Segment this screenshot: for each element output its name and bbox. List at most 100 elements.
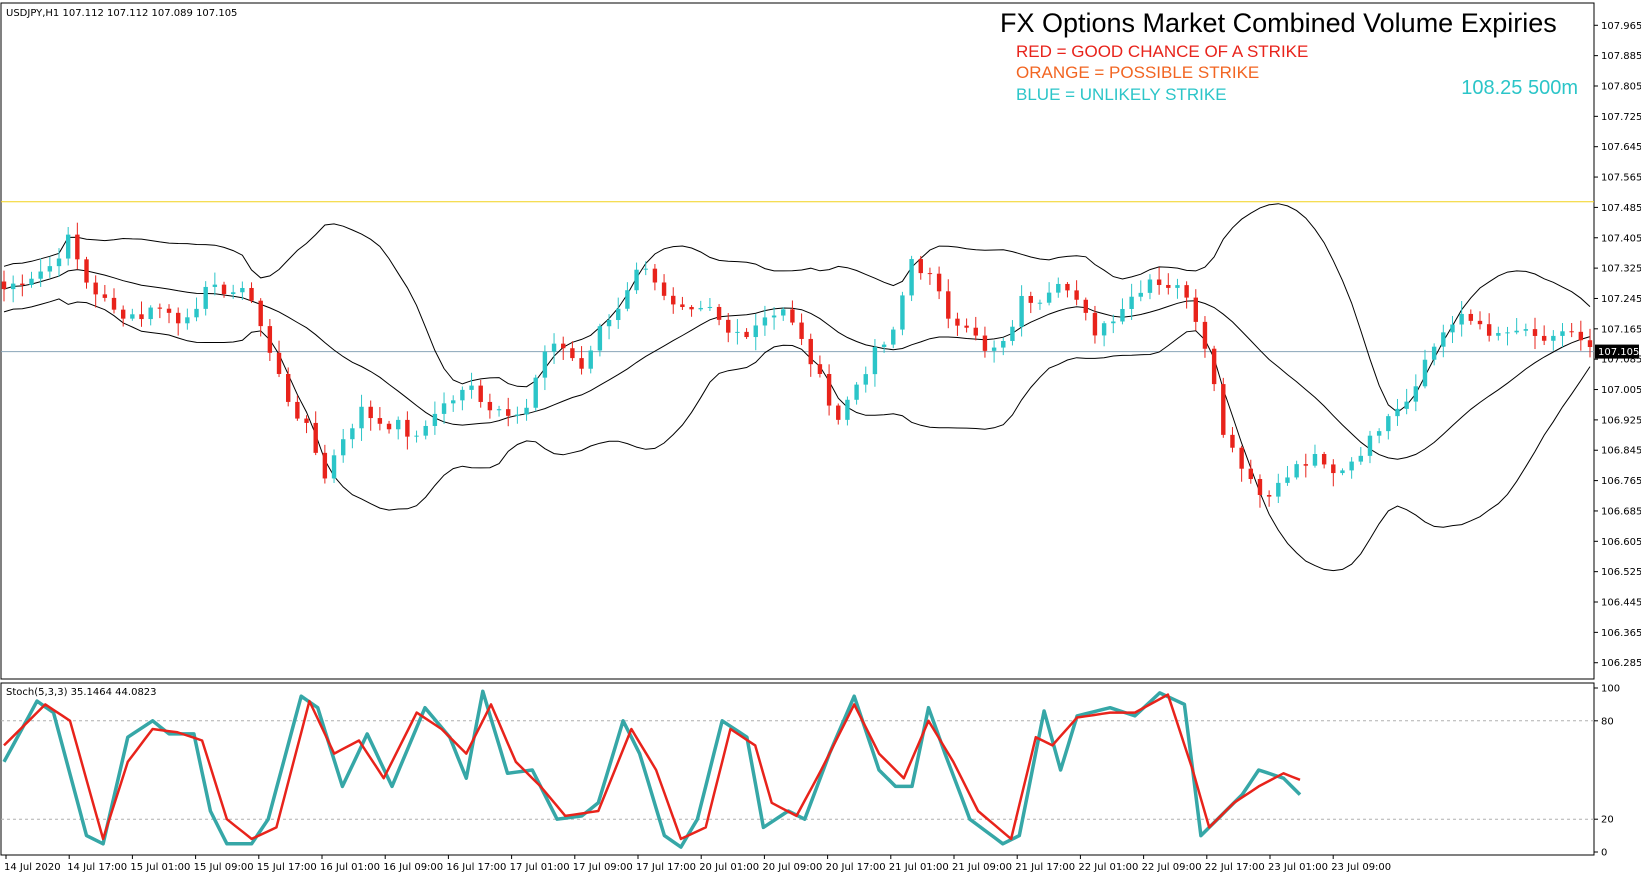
candle [1028,291,1033,314]
candle [1441,324,1446,358]
candle [1147,274,1153,300]
price-tick-label: 106.525 [1601,567,1641,578]
time-tick-label: 15 Jul 01:00 [130,862,190,873]
stochastic-title: Stoch(5,3,3) 35.1464 44.0823 [6,687,157,698]
time-tick-label: 23 Jul 09:00 [1331,862,1391,873]
candle [964,318,969,333]
time-tick-label: 16 Jul 17:00 [446,862,506,873]
stochastic-tick-label: 80 [1601,716,1614,727]
price-axis: 107.965 107.885 107.805 107.725 107.645 107.5… [1594,21,1641,669]
candle [1266,490,1272,507]
bollinger-upper [3,203,1591,413]
candle [881,341,887,353]
candle [762,305,768,336]
candle [84,256,89,289]
candle [1514,318,1519,335]
candle [1312,444,1318,468]
candle [478,379,483,408]
candle [973,316,978,341]
candle [790,300,795,326]
time-tick-label: 17 Jul 01:00 [510,862,570,873]
candle [643,261,648,276]
candle [496,405,502,417]
candle [1468,309,1474,325]
time-tick-label: 20 Jul 09:00 [762,862,822,873]
price-tick-label: 106.925 [1601,415,1641,426]
candle [166,304,172,324]
candle [1386,413,1391,440]
candle [735,319,740,345]
candle [175,307,181,336]
candle [75,222,80,270]
price-tick-label: 106.445 [1601,598,1641,609]
candle [359,394,364,441]
candle [826,364,832,416]
candle [515,406,520,424]
candle [689,305,694,317]
stochastic-main-line [2,689,1302,849]
candle [652,264,658,291]
candle [1230,427,1235,453]
candle [1111,314,1116,334]
candle [1431,343,1437,366]
candle [616,297,621,329]
candle [625,282,630,312]
price-tick-label: 107.405 [1601,233,1641,244]
legend-red-strike: RED = GOOD CHANCE OF A STRIKE [1016,42,1308,61]
candle [588,345,593,374]
candle [368,400,373,431]
candle [157,303,163,319]
candle [698,300,703,312]
expiry-level-label: 108.25 500m [1461,77,1578,99]
symbol-info: USDJPY,H1 107.112 107.112 107.089 107.10… [6,8,237,19]
candle [1184,281,1189,309]
candle [258,298,263,337]
price-tick-label: 107.885 [1601,51,1641,62]
candle [414,430,419,443]
candle [20,274,25,297]
candle [285,367,291,407]
candle [1505,326,1510,346]
candle [1367,430,1373,464]
candle [249,282,254,303]
price-tick-label: 107.645 [1601,142,1641,153]
candle [1037,299,1043,310]
candle [634,262,639,294]
candle [377,407,383,431]
time-tick-label: 16 Jul 01:00 [320,862,380,873]
candle [194,297,199,322]
candle [47,256,53,278]
stochastic-tick-label: 0 [1601,848,1607,859]
candle [854,382,859,405]
candle [386,420,392,434]
time-axis: 14 Jul 2020 14 Jul 17:00 15 Jul 01:00 15 Ju… [4,855,1391,873]
candle [900,291,905,336]
candle [1331,459,1336,487]
price-tick-label: 107.325 [1601,264,1641,275]
candle [845,396,850,426]
bollinger-middle [3,269,1591,460]
candle [1001,337,1006,356]
candle [716,304,722,326]
price-tick-label: 106.605 [1601,537,1641,548]
stochastic-tick-label: 100 [1601,684,1620,695]
candle [1202,316,1208,358]
price-tick-label: 106.765 [1601,476,1641,487]
time-tick-label: 22 Jul 09:00 [1142,862,1202,873]
candle [1285,465,1290,486]
price-tick-label: 107.485 [1601,203,1641,214]
candle [120,305,126,327]
candle [38,258,43,287]
candle [551,333,557,364]
candle [1541,325,1547,346]
candle [1,270,7,302]
candle [1046,282,1052,306]
candle [955,312,960,336]
candle [1404,388,1409,415]
candle [230,284,236,299]
price-tick-label: 107.565 [1601,173,1641,184]
candle [276,340,282,378]
candle [1459,301,1464,337]
candle [1083,297,1088,321]
